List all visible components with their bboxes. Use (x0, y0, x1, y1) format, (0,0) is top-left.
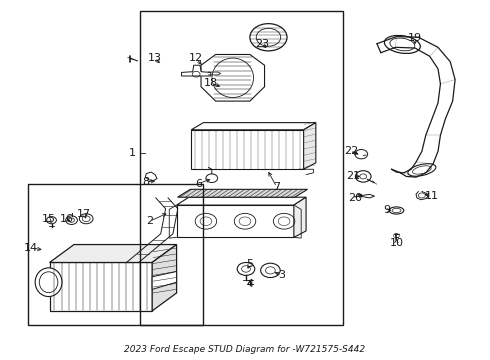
Text: 2: 2 (146, 216, 153, 226)
Polygon shape (176, 205, 294, 237)
Text: 17: 17 (77, 209, 91, 219)
Circle shape (66, 216, 77, 225)
Circle shape (261, 263, 280, 278)
Text: 23: 23 (255, 39, 269, 49)
Text: 5: 5 (246, 259, 253, 269)
Text: 20: 20 (348, 193, 362, 203)
Polygon shape (181, 65, 211, 76)
Text: 12: 12 (189, 53, 203, 63)
Polygon shape (146, 172, 157, 181)
Text: 11: 11 (425, 191, 439, 201)
Text: 14: 14 (24, 243, 38, 253)
Ellipse shape (389, 207, 404, 214)
Text: 4: 4 (246, 279, 253, 289)
Ellipse shape (408, 164, 436, 176)
Text: 2023 Ford Escape STUD Diagram for -W721575-S442: 2023 Ford Escape STUD Diagram for -W7215… (124, 345, 366, 354)
Polygon shape (191, 123, 316, 130)
Polygon shape (152, 244, 176, 311)
Polygon shape (294, 197, 306, 237)
Polygon shape (49, 262, 152, 311)
Ellipse shape (384, 35, 420, 53)
Polygon shape (191, 130, 304, 169)
Text: 9: 9 (383, 206, 390, 216)
Circle shape (237, 262, 255, 275)
Polygon shape (201, 54, 265, 101)
Text: 8: 8 (143, 177, 150, 187)
Text: 10: 10 (390, 238, 403, 248)
Text: 15: 15 (42, 215, 55, 224)
Text: 7: 7 (273, 182, 280, 192)
Text: 19: 19 (408, 33, 422, 43)
Polygon shape (49, 244, 176, 262)
Bar (27, 184, 203, 325)
Text: 1: 1 (129, 148, 136, 158)
Polygon shape (304, 123, 316, 169)
Polygon shape (152, 271, 176, 289)
Text: 13: 13 (147, 53, 162, 63)
Text: 18: 18 (204, 78, 218, 88)
Circle shape (250, 24, 287, 51)
Text: 22: 22 (344, 146, 359, 156)
Text: 16: 16 (60, 215, 74, 224)
Text: 6: 6 (195, 179, 202, 189)
Text: 3: 3 (278, 270, 285, 280)
Polygon shape (176, 197, 306, 205)
Text: 21: 21 (346, 171, 361, 181)
Bar (140, 12, 343, 325)
Circle shape (79, 214, 93, 224)
Polygon shape (177, 189, 308, 197)
Circle shape (355, 171, 371, 182)
Circle shape (47, 217, 56, 224)
Ellipse shape (35, 268, 62, 297)
Circle shape (355, 149, 368, 159)
